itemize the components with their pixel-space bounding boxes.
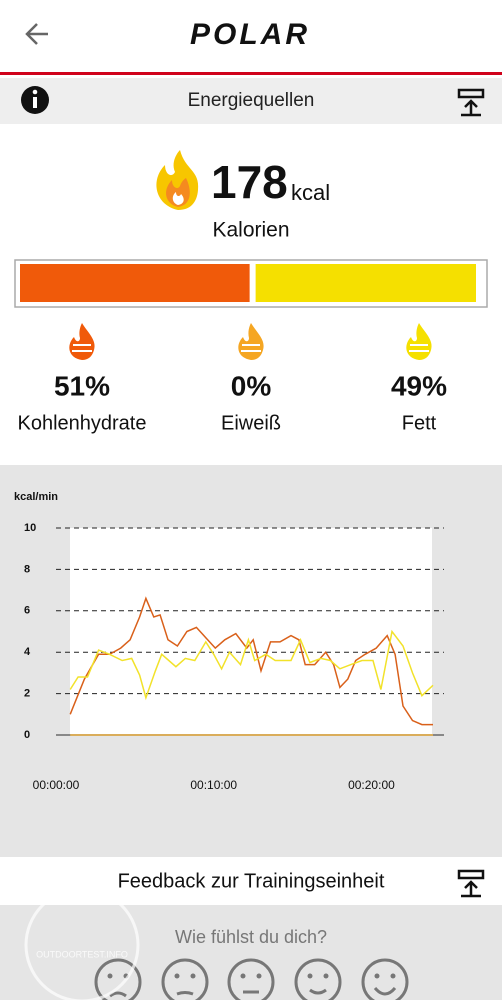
split-segment	[255, 264, 476, 302]
series-line	[69, 596, 433, 726]
source-percent: 49%	[391, 370, 447, 401]
mood-mouths	[109, 986, 397, 998]
watermark-ring	[24, 887, 140, 1000]
info-glyph	[33, 97, 37, 108]
series-line	[69, 629, 434, 701]
feedback-title: Feedback zur Trainingseinheit	[118, 870, 385, 892]
calories-value: 178	[211, 156, 288, 208]
feedback-bar	[0, 857, 502, 905]
source-percent: 0%	[231, 370, 272, 401]
y-tick-label: 0	[24, 729, 30, 741]
y-tick-label: 6	[24, 605, 30, 617]
source-name: Eiweiß	[221, 412, 281, 434]
calories-unit: kcal	[291, 180, 330, 205]
x-tick-label: 00:10:00	[190, 778, 237, 792]
logo: POLAR	[190, 18, 310, 51]
source-flame-stripes	[241, 344, 261, 352]
calories-label: Kalorien	[212, 219, 289, 242]
export-icon[interactable]	[457, 88, 485, 117]
mood-eyes	[107, 973, 396, 979]
export-icon[interactable]	[457, 869, 485, 898]
watermark: OUTDOORTEST.INFO	[36, 949, 128, 959]
y-tick-label: 10	[24, 522, 36, 534]
feedback-question: Wie fühlst du dich?	[175, 927, 327, 947]
y-tick-label: 4	[24, 646, 31, 658]
flame-icon	[156, 150, 199, 210]
source-name: Kohlenhydrate	[18, 412, 147, 434]
header-line	[0, 72, 502, 75]
y-axis-label: kcal/min	[14, 491, 58, 503]
section-bar	[0, 78, 502, 124]
back-button[interactable]	[25, 23, 48, 45]
y-tick-label: 2	[24, 688, 30, 700]
info-dot	[32, 89, 38, 95]
source-percent: 51%	[54, 370, 110, 401]
y-tick-label: 8	[24, 563, 30, 575]
feedback-panel	[0, 905, 502, 1000]
source-flame-stripes	[72, 344, 92, 352]
split-segment	[20, 264, 250, 302]
section-title: Energiequellen	[188, 90, 315, 111]
x-tick-label: 00:00:00	[33, 778, 80, 792]
source-flame-stripes	[409, 344, 429, 352]
x-tick-label: 00:20:00	[348, 778, 395, 792]
plot-area	[70, 528, 432, 735]
mood-options[interactable]	[94, 958, 409, 1000]
source-name: Fett	[402, 412, 437, 434]
